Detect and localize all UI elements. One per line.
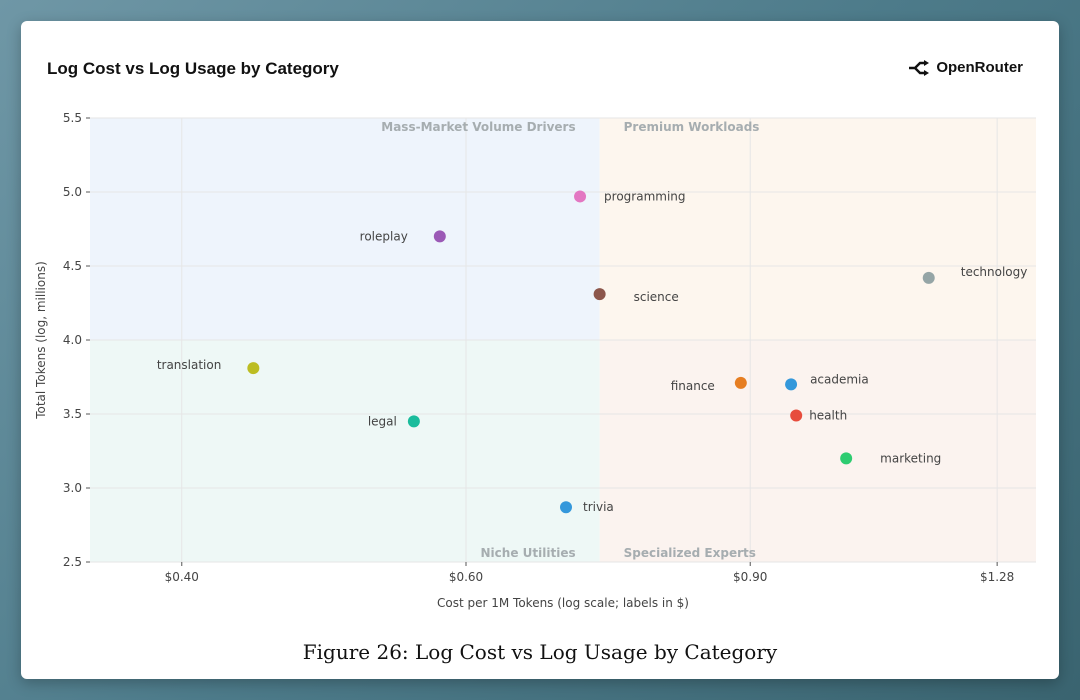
point-label-legal: legal (368, 414, 397, 428)
brand-name: OpenRouter (936, 59, 1023, 76)
data-point-programming (574, 190, 587, 203)
data-point-academia (785, 378, 798, 391)
point-label-marketing: marketing (880, 451, 941, 465)
x-tick-label: $1.28 (980, 570, 1014, 584)
openrouter-icon (909, 59, 930, 76)
x-tick-label: $0.90 (733, 570, 767, 584)
y-tick-label: 5.5 (63, 111, 82, 125)
openrouter-logo: OpenRouter (908, 59, 1023, 76)
quadrant-label: Niche Utilities (481, 546, 576, 560)
quadrant-label: Specialized Experts (624, 546, 756, 560)
data-point-technology (922, 271, 935, 284)
quadrant-bottom-left (90, 340, 600, 562)
scatter-plot: 2.5 3.0 3.5 4.0 4.5 5.0 5.5 $0.40 $0.60 $0.90 $1.2… (34, 111, 1036, 610)
y-tick-label: 5.0 (63, 185, 82, 199)
point-label-finance: finance (671, 379, 715, 393)
data-point-science (593, 288, 606, 301)
data-point-roleplay (433, 230, 446, 243)
quadrant-label: Mass-Market Volume Drivers (381, 120, 575, 134)
point-label-roleplay: roleplay (360, 229, 408, 243)
x-tick-label: $0.40 (165, 570, 199, 584)
data-point-trivia (560, 501, 573, 514)
y-tick-label: 4.0 (63, 333, 82, 347)
point-label-trivia: trivia (583, 500, 614, 514)
quadrant-label: Premium Workloads (624, 120, 760, 134)
point-label-translation: translation (157, 358, 222, 372)
chart-card: Log Cost vs Log Usage by Category OpenRo… (21, 21, 1059, 679)
y-tick-label: 3.5 (63, 407, 82, 421)
quadrant-top-left (90, 118, 600, 340)
point-label-programming: programming (604, 189, 685, 203)
data-point-translation (247, 362, 260, 375)
y-tick-label: 3.0 (63, 481, 82, 495)
y-tick-label: 4.5 (63, 259, 82, 273)
chart-title: Log Cost vs Log Usage by Category (47, 59, 339, 78)
data-point-marketing (840, 452, 853, 465)
point-label-technology: technology (961, 265, 1028, 279)
x-tick-label: $0.60 (449, 570, 483, 584)
quadrant-bottom-right (599, 340, 1036, 562)
data-point-finance (734, 376, 747, 389)
point-label-science: science (634, 290, 679, 304)
y-tick-label: 2.5 (63, 555, 82, 569)
quadrant-top-right (599, 118, 1036, 340)
figure-caption: Figure 26: Log Cost vs Log Usage by Cate… (302, 640, 778, 664)
point-label-academia: academia (810, 372, 869, 386)
x-axis-label: Cost per 1M Tokens (log scale; labels in… (437, 596, 689, 610)
data-point-legal (407, 415, 420, 428)
y-axis-label: Total Tokens (log, millions) (34, 261, 48, 420)
point-label-health: health (809, 408, 847, 422)
data-point-health (790, 409, 803, 422)
